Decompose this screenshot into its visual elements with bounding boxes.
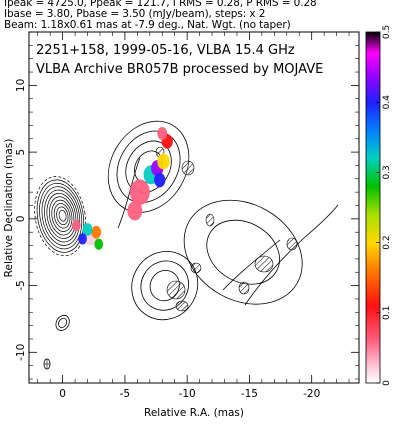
contour-core: [39, 182, 83, 250]
x-tick-label: -20: [303, 388, 320, 400]
panel-title-line-2: VLBA Archive BR057B processed by MOJAVE: [36, 62, 323, 77]
polarization-patch: [82, 223, 93, 236]
polarization-patch: [157, 153, 170, 170]
contour-layer: [34, 120, 303, 331]
plot-frame: [28, 31, 360, 384]
colorbar-tick-label: 0.4: [382, 95, 392, 110]
axis-ticks: 0 -5 -10 -15 -20 -10 -5 0 5 10: [15, 32, 359, 400]
hatched-region: [175, 300, 189, 312]
hatched-region: [190, 262, 202, 274]
x-tick-label: -10: [179, 388, 196, 400]
x-tick-label: -5: [120, 388, 130, 400]
hatched-region: [286, 237, 298, 251]
hatched-region: [254, 255, 274, 273]
hatched-region: [166, 280, 186, 300]
contour-core: [56, 206, 69, 226]
header-line-3: Beam: 1.18x0.61 mas at -7.9 deg., Nat. W…: [4, 19, 291, 31]
contour-small-south: [58, 317, 68, 329]
y-tick-label: 0: [15, 216, 27, 223]
polarization-patch: [129, 179, 150, 205]
polarization-patch: [71, 219, 81, 232]
colorbar-tick-label: 0.3: [382, 165, 392, 179]
hatched-region: [181, 160, 195, 176]
contour-inner-jet: [107, 120, 190, 213]
contour-small-south: [55, 314, 70, 331]
contour-core: [46, 193, 77, 239]
contour-core: [41, 186, 81, 246]
contour-core: [53, 203, 71, 229]
hatch-layer: [155, 146, 298, 312]
contour-core: [34, 176, 86, 257]
x-axis-label: Relative R.A. (mas): [144, 407, 244, 419]
header-line-1: Ipeak = 4725.0, Ppeak = 121.7, I RMS = 0…: [4, 0, 317, 9]
contour-core: [51, 199, 73, 232]
contour-outer-jet: [206, 219, 280, 285]
panel-title-line-1: 2251+158, 1999-05-16, VLBA 15.4 GHz: [36, 43, 295, 58]
polarization-patch: [157, 127, 168, 140]
hatched-region: [205, 213, 215, 227]
polarization-patch: [78, 233, 87, 245]
contour-outer-jet: [183, 199, 303, 305]
beam-ellipse: [43, 358, 51, 370]
polarization-patch: [91, 225, 102, 239]
colorbar-tick-label: 0: [382, 380, 392, 386]
contour-core: [58, 209, 67, 222]
contour-southern-knot: [131, 251, 199, 321]
polarization-patch: [94, 238, 104, 250]
x-tick-label: -15: [241, 388, 258, 400]
contour-core: [48, 196, 75, 236]
polarization-layer: [71, 127, 173, 250]
colorbar-ticks: 0 0.1 0.2 0.3 0.4 0.5: [376, 25, 392, 386]
y-tick-label: -5: [15, 280, 27, 290]
jet-bridge-contours: [117, 157, 339, 306]
y-tick-label: 10: [15, 79, 27, 92]
contour-core: [44, 189, 79, 243]
y-tick-label: 5: [15, 149, 27, 156]
colorbar-tick-label: 0.1: [382, 306, 392, 320]
colorbar: [365, 31, 381, 384]
y-tick-label: -10: [15, 344, 27, 361]
header-line-2: Ibase = 3.80, Pbase = 3.50 (mJy/beam), s…: [4, 8, 266, 20]
hatched-region: [238, 281, 250, 295]
colorbar-tick-label: 0.2: [382, 235, 392, 249]
polarization-patch: [127, 201, 143, 221]
contour-core: [36, 179, 85, 253]
contour-inner-jet: [116, 130, 181, 203]
x-tick-label: 0: [59, 388, 66, 400]
colorbar-tick-label: 0.5: [382, 25, 392, 39]
contour-southern-knot: [140, 260, 189, 311]
y-axis-label: Relative Declination (mas): [3, 139, 15, 278]
polarization-patch: [154, 172, 166, 188]
